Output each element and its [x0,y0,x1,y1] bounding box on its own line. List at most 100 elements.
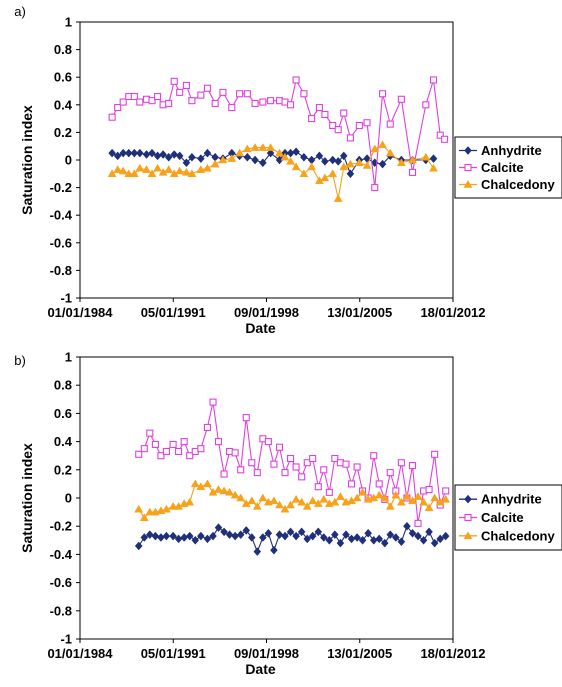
data-point-chalcedony [380,493,390,502]
data-point-chalcedony [374,490,384,499]
x-tick-label: 18/01/2012 [420,646,485,661]
x-tick-label: 13/01/2005 [327,646,392,661]
series-anhydrite [108,147,438,179]
data-point-chalcedony [297,497,307,506]
data-point-chalcedony [107,169,117,178]
data-point-chalcedony [185,497,195,506]
data-point-anhydrite [441,531,450,541]
y-tick-label: 0 [65,153,72,168]
data-point-calcite [386,120,394,128]
data-point-calcite [130,92,138,101]
data-point-chalcedony [408,496,417,505]
data-point-calcite [135,450,143,458]
data-point-chalcedony [291,162,301,171]
data-point-calcite [414,519,422,527]
data-point-calcite [119,98,127,106]
data-point-anhydrite [119,148,128,158]
y-tick-label: 0.4 [54,97,73,112]
data-point-anhydrite [185,531,194,541]
data-point-chalcedony [230,490,240,499]
data-point-calcite [214,438,223,446]
data-point-chalcedony [139,513,149,521]
data-point-calcite [264,438,272,446]
data-point-calcite [236,90,244,98]
x-axis-title: Date [245,661,276,677]
data-point-calcite [154,92,162,101]
data-point-chalcedony [210,159,220,168]
data-point-chalcedony [280,152,290,161]
panel-label: a) [14,4,26,19]
data-point-calcite [203,423,211,432]
data-point-chalcedony [269,496,279,505]
data-point-calcite [259,98,267,106]
data-point-anhydrite [151,531,160,541]
data-point-chalcedony [142,165,151,173]
data-point-chalcedony [153,163,163,172]
data-point-chalcedony [236,493,246,502]
data-point-anhydrite [134,541,143,551]
legend-marker-chalcedony [463,179,473,188]
y-axis-title: Saturation index [19,443,35,553]
data-point-anhydrite [203,148,212,158]
data-point-calcite [211,99,219,107]
data-point-chalcedony [196,165,206,173]
data-point-calcite [169,440,177,448]
data-point-anhydrite [214,523,223,532]
data-point-chalcedony [354,158,364,167]
data-point-calcite [146,429,154,437]
series-calcite [108,76,449,192]
data-point-anhydrite [225,530,234,540]
data-point-anhydrite [429,154,438,163]
data-point-calcite [321,110,329,119]
y-tick-label: 0.2 [54,125,72,140]
data-point-calcite [220,470,228,478]
data-point-anhydrite [148,148,156,158]
y-axis-title: Saturation index [19,105,35,215]
data-point-chalcedony [252,501,262,510]
series-chalcedony [134,479,451,521]
data-point-anhydrite [259,533,267,542]
legend-label-anhydrite: Anhydrite [481,143,542,158]
data-point-calcite [243,90,251,98]
y-tick-label: -0.4 [50,208,73,223]
data-point-chalcedony [168,501,178,510]
y-tick-label: 0.6 [54,406,72,421]
legend-marker-calcite [464,513,472,522]
data-point-calcite [408,462,417,470]
data-point-calcite [136,98,144,106]
data-point-chalcedony [145,507,155,516]
data-point-chalcedony [335,492,345,500]
data-point-chalcedony [219,486,229,495]
data-point-chalcedony [307,162,317,171]
data-point-anhydrite [331,530,339,540]
data-point-anhydrite [130,148,139,158]
data-point-chalcedony [385,501,395,510]
data-point-chalcedony [286,156,295,165]
data-point-calcite [108,113,116,121]
data-point-anhydrite [380,538,389,548]
data-point-anhydrite [159,150,167,159]
data-point-chalcedony [408,155,417,164]
data-point-calcite [186,452,194,460]
data-point-calcite [375,480,383,488]
data-point-chalcedony [396,158,406,167]
data-point-chalcedony [181,167,191,176]
data-point-anhydrite [430,538,439,548]
chart-panel-b: b) 1 0.8 0.6 0.4 0.2 0 -0.2 -0.4 -0.6 -0.8 -101/01/… [14,350,562,677]
data-point-calcite [151,440,159,448]
data-point-anhydrite [180,533,189,542]
series-line-anhydrite [111,151,434,176]
data-point-anhydrite [392,533,400,542]
data-point-anhydrite [264,528,273,538]
data-point-anhydrite [315,151,324,161]
data-point-anhydrite [243,152,252,162]
data-point-anhydrite [308,531,317,541]
data-point-anhydrite [236,530,245,540]
data-point-calcite [182,81,190,90]
data-point-chalcedony [164,165,174,173]
data-point-calcite [334,126,342,134]
data-point-chalcedony [302,501,312,510]
data-point-chalcedony [161,504,171,513]
data-point-anhydrite [303,534,312,544]
